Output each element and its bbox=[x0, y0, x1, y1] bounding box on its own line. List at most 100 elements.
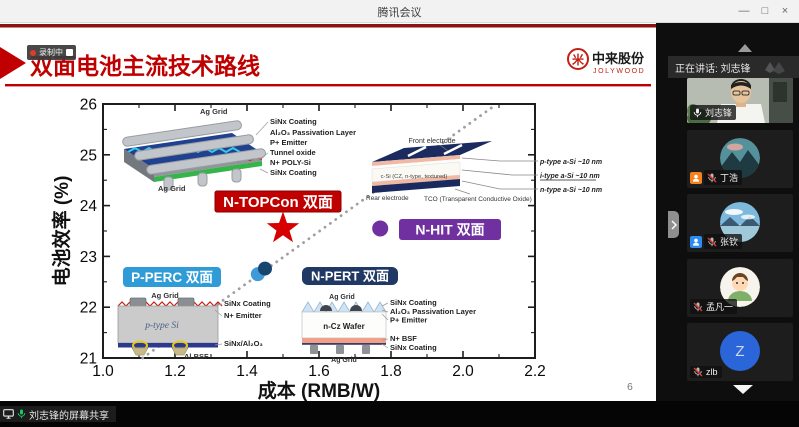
topcon-label-box: N-TOPCon 双面 bbox=[223, 194, 333, 211]
svg-text:SiNx Coating: SiNx Coating bbox=[390, 343, 437, 352]
svg-text:SiNx Coating: SiNx Coating bbox=[224, 299, 271, 308]
avatar bbox=[720, 267, 760, 307]
svg-text:N+ POLY-Si: N+ POLY-Si bbox=[270, 158, 311, 167]
mic-muted-icon bbox=[693, 302, 703, 311]
svg-text:P+ Emitter: P+ Emitter bbox=[270, 138, 307, 147]
svg-text:SiNx Coating: SiNx Coating bbox=[270, 117, 317, 126]
perc-cell-diagram: Ag Grid p-type Si SiNx Coating N+ Emitte… bbox=[117, 291, 271, 361]
x-tick-label: 2.2 bbox=[524, 363, 546, 380]
close-button[interactable]: × bbox=[781, 5, 789, 17]
recording-dot-icon bbox=[30, 49, 36, 56]
logo-company: 中来股份 bbox=[592, 51, 645, 66]
restore-button[interactable]: □ bbox=[761, 5, 769, 17]
axis-tick-labels: 1.0 1.2 1.4 1.6 1.8 2.0 2.2 21 22 23 24 25 26 bbox=[80, 97, 546, 381]
svg-text:SiNx/Al₂O₃: SiNx/Al₂O₃ bbox=[224, 339, 263, 348]
hit-front-electrode-label: Front electrode bbox=[408, 138, 455, 145]
y-tick-label: 26 bbox=[80, 97, 97, 114]
share-label: 刘志锋的屏幕共享 bbox=[29, 410, 109, 422]
participant-name: zlb bbox=[706, 367, 718, 377]
x-tick-label: 2.0 bbox=[452, 363, 474, 380]
participant-tile-video[interactable]: 刘志锋 bbox=[687, 78, 793, 123]
star-marker bbox=[266, 211, 300, 243]
pert-body-label: n-Cz Wafer bbox=[323, 322, 364, 331]
recording-label: 录制中 bbox=[39, 48, 63, 57]
hit-body-label: c-Si (CZ, n-type, textured) bbox=[381, 174, 448, 180]
perc-bsf-label: Al BSF bbox=[184, 352, 209, 361]
hit-label-box: N-HIT 双面 bbox=[415, 222, 484, 238]
topcon-grid-top-label: Ag Grid bbox=[200, 107, 228, 116]
scroll-up-arrow-icon[interactable] bbox=[738, 44, 752, 52]
hit-rear-electrode-label: Rear electrode bbox=[366, 195, 409, 202]
svg-text:P+ Emitter: P+ Emitter bbox=[390, 316, 427, 325]
svg-text:Al₂O₃ Passivation Layer: Al₂O₃ Passivation Layer bbox=[270, 128, 356, 137]
svg-text:N+ Emitter: N+ Emitter bbox=[224, 311, 262, 320]
y-tick-label: 22 bbox=[80, 300, 97, 317]
perc-body-label: p-type Si bbox=[144, 321, 179, 331]
mic-on-icon bbox=[693, 108, 702, 117]
page-number: 6 bbox=[627, 381, 633, 393]
participant-tile[interactable]: 丁浩 bbox=[687, 130, 793, 188]
x-tick-label: 1.6 bbox=[308, 363, 330, 380]
participant-tile[interactable]: 张钦 bbox=[687, 194, 793, 252]
x-tick-label: 1.8 bbox=[380, 363, 402, 380]
scroll-down-arrow-icon[interactable] bbox=[733, 385, 753, 394]
monitor-icon bbox=[3, 409, 14, 419]
data-markers bbox=[250, 211, 389, 282]
svg-text:Al₂O₃ Passivation Layer: Al₂O₃ Passivation Layer bbox=[390, 307, 476, 316]
pert-label-box: N-PERT 双面 bbox=[311, 269, 389, 284]
topcon-cell-diagram: Ag Grid Ag Grid SiNx Coating Al₂O₃ Passi… bbox=[122, 107, 356, 193]
window-title: 腾讯会议 bbox=[377, 7, 422, 19]
y-tick-label: 21 bbox=[80, 351, 97, 368]
participant-tile[interactable]: Z zlb bbox=[687, 323, 793, 381]
series-label-boxes: P-PERC 双面 N-PERT 双面 N-TOPCon 双面 N-HIT 双面 bbox=[123, 190, 501, 287]
svg-text:SiNx Coating: SiNx Coating bbox=[270, 168, 317, 177]
perc-label-box: P-PERC 双面 bbox=[131, 270, 213, 285]
axis-ticks bbox=[102, 103, 536, 359]
participants-sidebar: 正在讲话: 刘志锋 bbox=[656, 23, 799, 401]
pert-grid-bottom-label: Ag Grid bbox=[331, 357, 357, 364]
meeting-logo-watermark-icon bbox=[763, 60, 789, 79]
jolywood-logo: 米 中来股份 JOLYWOOD bbox=[567, 48, 645, 75]
topcon-grid-bottom-label: Ag Grid bbox=[158, 184, 186, 193]
circle-marker bbox=[258, 261, 272, 276]
recording-indicator[interactable]: 录制中 bbox=[27, 45, 76, 60]
title-arrow-icon bbox=[0, 47, 26, 79]
y-axis-title: 电池效率 (%) bbox=[50, 176, 73, 287]
chevron-right-icon bbox=[671, 220, 677, 229]
window-titlebar[interactable]: 腾讯会议 — □ × bbox=[0, 0, 799, 23]
participant-name: 刘志锋 bbox=[705, 108, 733, 118]
shared-slide: 双面电池主流技术路线 米 中来股份 JOLYWOOD 1.0 1.2 1.4 1.6 1… bbox=[0, 23, 656, 401]
svg-text:n-type a-Si ~10 nm: n-type a-Si ~10 nm bbox=[540, 187, 602, 194]
perc-grid-top-label: Ag Grid bbox=[151, 291, 179, 300]
circle-marker bbox=[372, 220, 389, 237]
hit-tco-label: TCO (Transparent Conductive Oxide) bbox=[424, 196, 532, 203]
sidebar-collapse-handle[interactable] bbox=[668, 211, 679, 238]
svg-text:Tunnel oxide: Tunnel oxide bbox=[270, 148, 316, 157]
bottom-bar: 刘志锋的屏幕共享 bbox=[0, 401, 799, 427]
title-underline bbox=[5, 84, 651, 87]
stop-recording-button[interactable] bbox=[66, 49, 73, 56]
hit-layer-labels: p-type a-Si ~10 nm i-type a-Si ~10 nm n-… bbox=[539, 159, 602, 194]
participant-tile[interactable]: 孟凡一 bbox=[687, 259, 793, 317]
x-tick-label: 1.4 bbox=[236, 363, 258, 380]
svg-text:i-type a-Si ~10 nm: i-type a-Si ~10 nm bbox=[540, 173, 600, 180]
pert-layer-labels: SiNx Coating Al₂O₃ Passivation Layer P+ … bbox=[390, 298, 476, 352]
participant-name: 孟凡一 bbox=[706, 302, 734, 312]
slide-top-rule bbox=[0, 24, 656, 28]
x-axis-title: 成本 (RMB/W) bbox=[258, 379, 380, 401]
slide-canvas: 双面电池主流技术路线 米 中来股份 JOLYWOOD 1.0 1.2 1.4 1.6 1… bbox=[0, 24, 656, 401]
speaking-banner-text: 正在讲话: 刘志锋 bbox=[675, 63, 751, 75]
minimize-button[interactable]: — bbox=[738, 5, 750, 17]
mic-on-icon bbox=[17, 409, 26, 419]
mic-muted-icon bbox=[707, 173, 717, 182]
pert-cell-diagram: Ag Grid n-Cz Wafer Ag Grid SiNx Coating … bbox=[301, 294, 476, 364]
hit-cell-diagram: c-Si (CZ, n-type, textured) Front electr… bbox=[366, 138, 602, 203]
svg-text:N+ BSF: N+ BSF bbox=[390, 334, 417, 343]
member-badge-icon bbox=[690, 235, 702, 248]
participant-name: 张钦 bbox=[720, 237, 739, 247]
logo-brand: JOLYWOOD bbox=[593, 68, 645, 75]
participant-name: 丁浩 bbox=[720, 173, 739, 183]
x-tick-label: 1.0 bbox=[92, 363, 114, 380]
svg-text:p-type a-Si ~10 nm: p-type a-Si ~10 nm bbox=[539, 159, 602, 166]
